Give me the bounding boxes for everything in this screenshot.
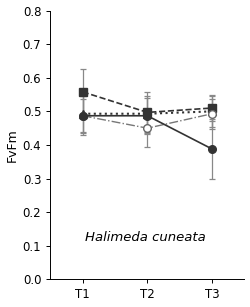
Text: Halimeda cuneata: Halimeda cuneata [85,231,206,244]
Y-axis label: FvFm: FvFm [6,128,18,162]
